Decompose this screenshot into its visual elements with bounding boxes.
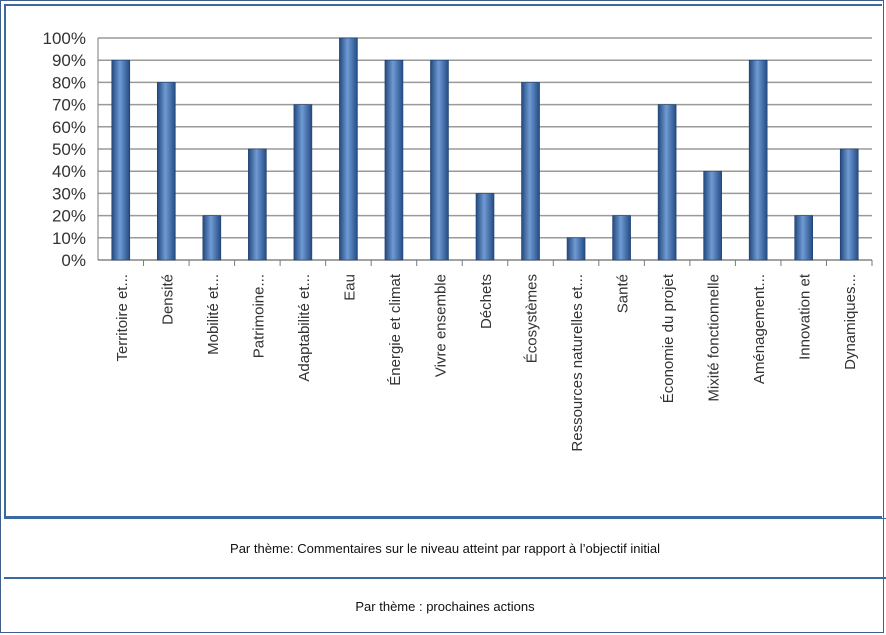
y-tick-label: 10% bbox=[52, 229, 86, 248]
x-tick-label: Déchets bbox=[478, 274, 495, 329]
y-tick-label: 60% bbox=[52, 118, 86, 137]
bar bbox=[293, 104, 313, 261]
x-tick-label: Économie du projet bbox=[660, 273, 677, 403]
x-tick-label: Innovation et bbox=[797, 273, 814, 360]
y-tick-label: 0% bbox=[61, 251, 86, 270]
y-tick-label: 70% bbox=[52, 96, 86, 115]
bar bbox=[384, 59, 404, 261]
x-tick-label: Écosystèmes bbox=[524, 274, 541, 363]
bar bbox=[566, 237, 586, 261]
y-tick-label: 80% bbox=[52, 73, 86, 92]
bar bbox=[202, 215, 222, 261]
bar bbox=[111, 59, 131, 261]
next-actions-row-label: Par thème : prochaines actions bbox=[355, 598, 535, 614]
bar bbox=[339, 37, 358, 261]
bar bbox=[703, 170, 722, 261]
x-tick-label: Énergie et climat bbox=[387, 273, 404, 386]
y-tick-label: 50% bbox=[52, 140, 86, 159]
x-tick-label: Eau bbox=[341, 274, 358, 301]
x-tick-label: Mobilité et... bbox=[205, 274, 222, 355]
bar bbox=[748, 59, 768, 261]
y-tick-label: 20% bbox=[52, 207, 86, 226]
y-tick-label: 100% bbox=[43, 29, 86, 48]
chart-area: 0% 10% 20% 30% 40% 50% 60% 70% 80% 90% 100% Territo… bbox=[4, 4, 882, 518]
x-tick-label: Aménagement... bbox=[751, 274, 768, 384]
x-tick-label: Ressources naturelles et... bbox=[569, 274, 586, 452]
bar bbox=[612, 215, 631, 261]
x-tick-label: Vivre ensemble bbox=[432, 274, 449, 377]
y-tick-label: 40% bbox=[52, 162, 86, 181]
bar bbox=[521, 82, 540, 261]
x-tick-label: Dynamiques... bbox=[842, 274, 859, 370]
x-tick-label: Santé bbox=[615, 274, 632, 313]
comments-row: Par thème: Commentaires sur le niveau at… bbox=[4, 518, 886, 578]
bar bbox=[794, 215, 814, 261]
bar bbox=[248, 148, 267, 261]
next-actions-row: Par thème : prochaines actions bbox=[4, 578, 886, 633]
x-tick-label: Territoire et... bbox=[114, 274, 131, 362]
bar bbox=[156, 82, 176, 261]
bar bbox=[430, 59, 449, 261]
y-tick-label: 30% bbox=[52, 184, 86, 203]
bar bbox=[657, 104, 677, 261]
comments-row-label: Par thème: Commentaires sur le niveau at… bbox=[230, 540, 660, 556]
x-tick-label: Adaptabilité et... bbox=[296, 274, 313, 382]
x-tick-label: Mixité fonctionnelle bbox=[706, 274, 723, 402]
bar-chart: 0% 10% 20% 30% 40% 50% 60% 70% 80% 90% 100% Territo… bbox=[43, 29, 873, 452]
y-tick-label: 90% bbox=[52, 51, 86, 70]
bar bbox=[839, 148, 859, 261]
x-tick-label: Patrimoine... bbox=[250, 274, 267, 358]
bar bbox=[475, 193, 495, 261]
x-tick-label: Densité bbox=[159, 274, 176, 325]
